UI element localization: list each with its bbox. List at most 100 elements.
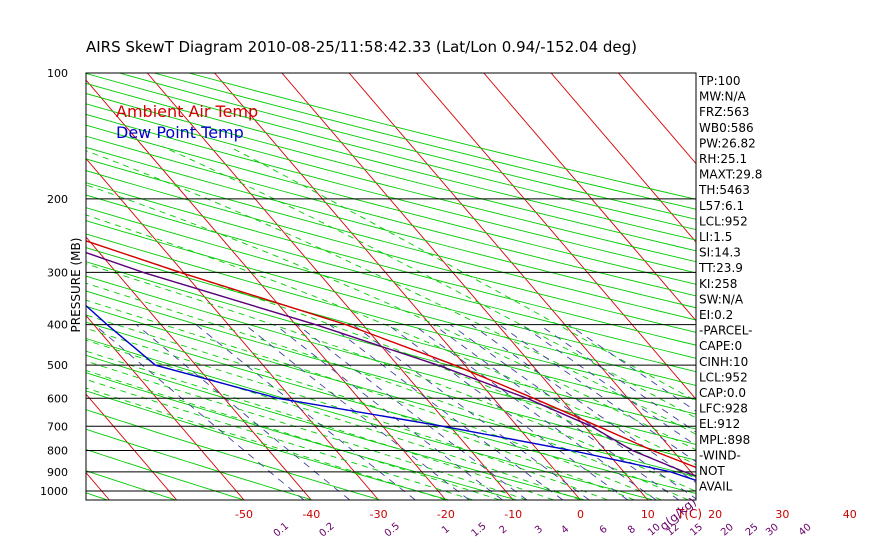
bottom-temp-tick-label: -20 [437, 508, 455, 521]
mixing-ratio-tick-label: 0.5 [383, 521, 402, 540]
index-value: RH:25.1 [699, 152, 747, 166]
chart-title: AIRS SkewT Diagram 2010-08-25/11:58:42.3… [86, 38, 637, 56]
bottom-temp-tick-label: 30 [775, 508, 789, 521]
dry-adiabat-line [86, 124, 696, 285]
moist-adiabat-line [86, 339, 581, 500]
y-axis-label: PRESSURE (MB) [69, 238, 83, 333]
index-value: LCL:952 [699, 214, 748, 228]
bottom-temp-tick-label: 40 [843, 508, 857, 521]
sounding-curves [86, 240, 696, 482]
pressure-tick-label: 700 [47, 420, 68, 433]
moist-adiabat-line [86, 282, 689, 500]
pressure-tick-label: 300 [47, 266, 68, 279]
bottom-temp-tick-label: -40 [302, 508, 320, 521]
index-value: LI:1.5 [699, 230, 732, 244]
index-value: SI:14.3 [699, 246, 741, 260]
mixing-ratio-line [568, 324, 696, 412]
dry-adiabat-line [86, 449, 244, 500]
isotherm-line [86, 236, 312, 500]
index-value: EL:912 [699, 417, 740, 431]
index-value: EI:0.2 [699, 308, 733, 322]
pressure-tick-label: 400 [47, 319, 68, 332]
bottom-temperature-tick-labels: -50 -40 -30 -20 -10 0 10 20 30 40 [235, 508, 857, 521]
isotherm-line [281, 73, 649, 500]
dry-adiabat-line [86, 261, 696, 430]
pressure-tick-label: 900 [47, 466, 68, 479]
index-value: TH:5463 [698, 183, 750, 197]
dry-adiabat-line [86, 492, 108, 500]
mixing-ratio-tick-label: 0.1 [272, 521, 291, 540]
pressure-tick-label: 600 [47, 392, 68, 405]
bottom-temp-tick-label: -30 [370, 508, 388, 521]
isotherm-line [86, 471, 110, 500]
mixing-ratio-line [352, 324, 590, 500]
x-axis-label: T(C) [676, 507, 702, 521]
mixing-ratio-tick-label: 4 [559, 524, 571, 537]
mixing-ratio-tick-label: 3 [533, 524, 545, 537]
mixing-ratio-line [136, 324, 350, 500]
dry-adiabat-line [86, 233, 696, 401]
mixing-ratio-tick-label: 30 [764, 522, 781, 539]
mixing-ratio-tick-label: 1.5 [469, 521, 488, 540]
dry-adiabat-line [86, 372, 517, 500]
pressure-tick-label: 200 [47, 193, 68, 206]
dry-adiabat-line [86, 103, 696, 263]
dry-adiabat-line [86, 409, 381, 500]
mixing-ratio-line [195, 324, 416, 500]
index-value: MPL:898 [699, 433, 750, 447]
dry-adiabat-line [86, 337, 654, 500]
dry-adiabat-line [86, 290, 696, 461]
dry-adiabat-line [86, 428, 312, 500]
index-value: KI:258 [699, 277, 737, 291]
dry-adiabat-line [86, 305, 696, 478]
dry-adiabat-line [86, 207, 696, 373]
dry-adiabat-line [86, 247, 696, 415]
mixing-ratio-tick-label: 40 [797, 522, 814, 539]
mixing-ratio-tick-label: 1 [440, 524, 452, 537]
legend-ambient-air-temp: Ambient Air Temp [116, 102, 258, 121]
index-value: NOT [699, 464, 725, 478]
isotherm-line [0, 73, 42, 500]
bottom-temp-tick-label: 20 [708, 508, 722, 521]
bottom-temp-tick-label: -10 [504, 508, 522, 521]
index-value: LFC:928 [699, 402, 748, 416]
mixing-ratio-line [520, 324, 696, 446]
mixing-ratio-line [413, 324, 657, 500]
dry-adiabat-line [86, 182, 696, 346]
dry-adiabat-line [86, 135, 696, 297]
dry-adiabat-line [86, 354, 585, 500]
mixing-ratio-tick-label: 20 [719, 522, 736, 539]
bottom-temp-tick-label: 10 [641, 508, 655, 521]
index-value: TP:100 [698, 74, 741, 88]
dry-adiabat-line [86, 113, 696, 274]
index-value: MAXT:29.8 [699, 168, 762, 182]
plot-frame [85, 72, 697, 501]
dry-adiabat-line [86, 390, 449, 500]
mixing-ratio-tick-label: 15 [688, 522, 705, 539]
dry-adiabat-line [86, 275, 696, 445]
index-value: TT:23.9 [698, 261, 743, 275]
bottom-temp-tick-label: 0 [577, 508, 584, 521]
isotherm-line [86, 157, 379, 500]
legend-dew-point-temp: Dew Point Temp [116, 123, 244, 142]
pressure-tick-labels: 100 200 300 400 500 600 700 800 900 1000 [40, 67, 68, 498]
index-value: AVAIL [699, 480, 733, 494]
isotherm-line [214, 73, 581, 500]
bottom-temp-tick-label: -50 [235, 508, 253, 521]
mixing-ratio-line [296, 324, 528, 500]
dry-adiabat-line [86, 158, 696, 321]
mixing-ratio-tick-label: 8 [626, 524, 638, 537]
isotherm-line [550, 73, 696, 243]
pressure-tick-label: 500 [47, 359, 68, 372]
dry-adiabat-line [86, 220, 696, 386]
dry-adiabat-line [86, 93, 696, 252]
dry-adiabat-line [86, 194, 696, 359]
dew-point-temp-line [86, 304, 696, 482]
mixing-ratio-line [94, 324, 304, 500]
isotherm-line [416, 73, 696, 400]
moist-adiabat-line [86, 314, 635, 500]
mixing-ratio-tick-label: 0.2 [317, 521, 336, 540]
index-value: CAPE:0 [699, 339, 742, 353]
